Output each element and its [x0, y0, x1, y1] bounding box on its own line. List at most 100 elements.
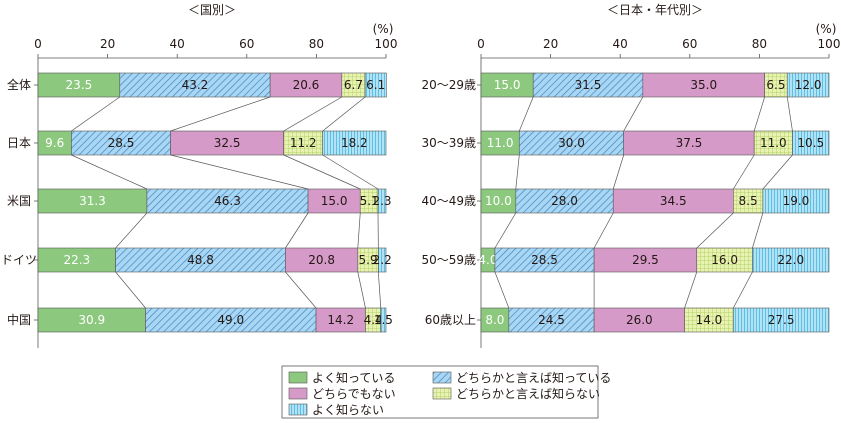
data-label: 26.0 [626, 313, 653, 327]
bar-segment-s2 [623, 130, 755, 156]
data-label: 11.0 [487, 136, 514, 150]
connector-line [732, 271, 753, 309]
connector-line [696, 212, 734, 249]
panel-age-plot: 0 20 40 60 80 100 20～29歳 15.0 31.5 35.0 6.5 12.0 30～… [421, 37, 840, 348]
data-label: 28.5 [531, 253, 558, 267]
bar-segment-s4 [378, 247, 387, 273]
panel-country-unit: (%) [373, 22, 394, 36]
x-tick-label: 20 [543, 37, 558, 51]
data-label: 19.0 [783, 194, 810, 208]
x-tick-label: 80 [752, 37, 767, 51]
data-label: 18.2 [341, 136, 368, 150]
bar-segment-s4 [364, 72, 387, 98]
category-label: 日本 [7, 136, 31, 150]
data-label: 49.0 [217, 313, 244, 327]
bar-segment-s2 [307, 188, 361, 214]
bar-segment-s4 [322, 130, 387, 156]
connector-line [357, 212, 361, 249]
data-label: 4.4 [364, 313, 383, 327]
legend-swatch-s3 [432, 387, 452, 400]
data-label: 22.3 [63, 253, 90, 267]
bar-segment-s1 [146, 188, 309, 214]
connector-line [115, 212, 148, 249]
bar-segment-s2 [593, 247, 698, 273]
x-tick-label: 60 [682, 37, 697, 51]
x-tick-label: 100 [375, 37, 398, 51]
bar-segment-s1 [508, 307, 595, 333]
data-label: 27.5 [768, 313, 795, 327]
connector-line [170, 96, 271, 132]
data-label: 6.7 [344, 78, 363, 92]
x-tick-label: 80 [309, 37, 324, 51]
connector-line [786, 96, 793, 132]
bar-segment-s4 [752, 247, 830, 273]
bar-segment-s1 [494, 247, 595, 273]
connector-line [515, 154, 520, 190]
data-label: 11.0 [760, 136, 787, 150]
data-label: 28.0 [551, 194, 578, 208]
legend-swatch-s4 [288, 403, 308, 416]
x-tick-label: 100 [818, 37, 841, 51]
panel-age: ＜日本・年代別＞ (%) 0 20 40 60 80 100 20～29歳 15.0 31.5 3… [421, 3, 840, 348]
category-label: 米国 [7, 194, 31, 208]
connector-line [762, 154, 793, 190]
data-label: 2.2 [373, 253, 392, 267]
legend-swatch-s1 [432, 371, 452, 384]
connector-line [322, 96, 366, 132]
bar-segment-s0 [37, 307, 146, 333]
bar-segment-s4 [786, 72, 830, 98]
connector-line [494, 212, 517, 249]
bar-segment-s1 [515, 188, 614, 214]
connector-line [612, 154, 625, 190]
connector-line [285, 271, 317, 309]
data-label: 10.5 [797, 136, 824, 150]
x-tick-label: 60 [239, 37, 254, 51]
connector-line [115, 271, 146, 309]
x-tick-label: 40 [170, 37, 185, 51]
bar-segment-s4 [762, 188, 830, 214]
connector-line [322, 154, 379, 190]
panel-country-plot: 0 20 40 60 80 100 全体 23.5 43.2 20.6 6.7 6.1 日本 9.6 28.… [1, 37, 397, 348]
category-label: 30～39歳 [421, 136, 476, 150]
x-tick-label: 20 [100, 37, 115, 51]
data-label: 48.8 [187, 253, 214, 267]
bar-segment-s1 [119, 72, 271, 98]
data-label: 35.0 [690, 78, 717, 92]
connector-line [518, 96, 534, 132]
connector-line [285, 212, 309, 249]
data-label: 22.0 [777, 253, 804, 267]
bar-segment-s0 [480, 130, 520, 156]
data-label: 5.1 [360, 194, 379, 208]
data-label: 2.3 [372, 194, 391, 208]
data-label: 14.0 [696, 313, 723, 327]
connector-line [357, 271, 366, 309]
data-label: 16.0 [711, 253, 738, 267]
category-label: 50～59歳 [421, 253, 476, 267]
connector-line [753, 96, 765, 132]
data-label: 43.2 [182, 78, 209, 92]
data-label: 46.3 [214, 194, 241, 208]
connector-line [170, 154, 309, 190]
x-tick-label: 0 [477, 37, 485, 51]
category-label: 60歳以上 [425, 313, 476, 327]
bar-segment-s1 [71, 130, 171, 156]
data-label: 1.5 [374, 313, 393, 327]
bar-segment-s0 [37, 247, 116, 273]
data-label: 6.1 [366, 78, 385, 92]
data-label: 14.2 [327, 313, 354, 327]
category-label: 40～49歳 [421, 194, 476, 208]
data-label: 28.5 [108, 136, 135, 150]
data-label: 20.6 [293, 78, 320, 92]
data-label: 23.5 [66, 78, 93, 92]
bar-segment-s1 [532, 72, 644, 98]
data-label: 29.5 [632, 253, 659, 267]
data-label: 8.5 [739, 194, 758, 208]
panel-country: ＜国別＞ (%) 0 20 40 60 80 100 全体 23.5 43.2 20.6 6.7 6.… [1, 3, 397, 348]
legend: よく知っている どちらかと言えば知っている どちらでもない どちらかと言えば知ら… [281, 365, 611, 419]
connector-line [71, 154, 148, 190]
connector-line [593, 212, 614, 249]
bar-segment-s3 [283, 130, 323, 156]
data-label: 4.0 [478, 253, 497, 267]
category-label: ドイツ [1, 253, 37, 267]
